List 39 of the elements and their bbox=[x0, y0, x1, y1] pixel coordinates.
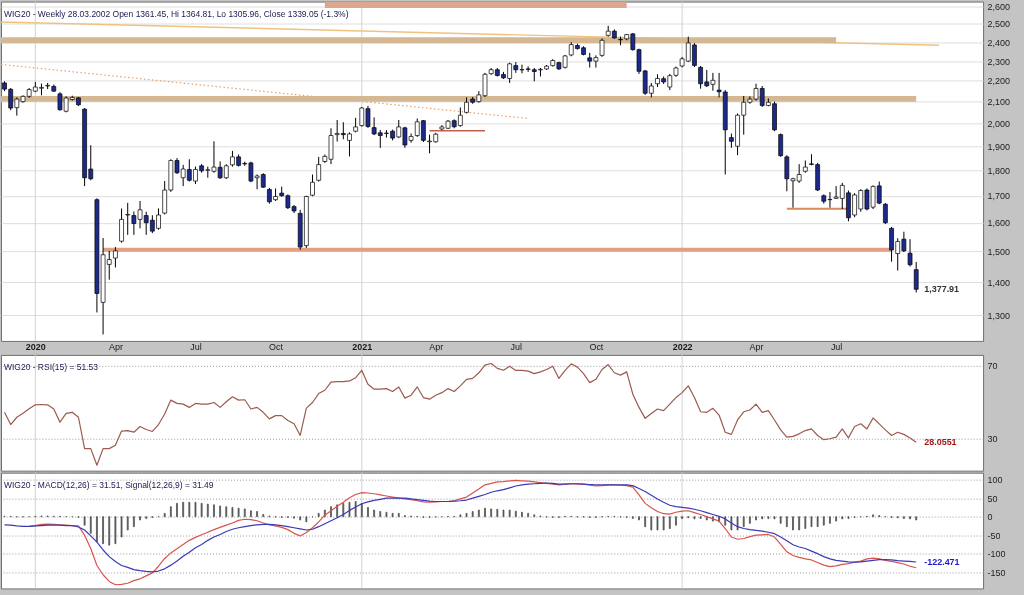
y-tick-label: 2,400 bbox=[987, 37, 1011, 48]
y-tick-label: -100 bbox=[987, 549, 1006, 560]
x-tick-label: Oct bbox=[589, 342, 604, 353]
text: WIG20 - MACD(12,26) = 31.51, Signal(12,26,9) = 31.49 bbox=[3, 479, 214, 490]
y-tick-label: 2,000 bbox=[987, 118, 1011, 129]
y-tick-label: 2,300 bbox=[987, 56, 1011, 67]
y-tick-label: 2,100 bbox=[987, 97, 1011, 108]
y-tick-label: 2,500 bbox=[987, 19, 1011, 30]
x-tick-label: Jul bbox=[190, 342, 202, 353]
y-tick-label: -50 bbox=[987, 530, 1001, 541]
x-tick-label: 2020 bbox=[25, 342, 46, 353]
y-tick-label: 2,200 bbox=[987, 76, 1011, 87]
annotation: 1,377.91 bbox=[924, 284, 960, 295]
y-tick-label: -150 bbox=[987, 567, 1006, 578]
y-tick-label: 1,800 bbox=[987, 165, 1011, 176]
x-tick-label: 2021 bbox=[352, 342, 373, 353]
annotation: 28.0551 bbox=[924, 437, 957, 448]
y-tick-label: 1,600 bbox=[987, 218, 1011, 229]
text: WIG20 - Weekly 28.03.2002 Open 1361.45, Hi 1364.81, Lo 1305.96, Close 1339.05 (-1.3%) bbox=[3, 8, 349, 19]
x-tick-label: 2022 bbox=[672, 342, 693, 353]
x-tick-label: Apr bbox=[108, 342, 123, 353]
x-tick-label: Apr bbox=[429, 342, 444, 353]
x-tick-label: Jul bbox=[510, 342, 523, 353]
y-tick-label: 1,700 bbox=[987, 191, 1011, 202]
y-tick-label: 1,300 bbox=[987, 310, 1011, 321]
text: WIG20 - RSI(15) = 51.53 bbox=[3, 361, 99, 372]
x-tick-label: Jul bbox=[830, 342, 843, 353]
y-tick-label: 50 bbox=[987, 493, 998, 504]
y-tick-label: 30 bbox=[987, 434, 998, 445]
y-tick-label: 0 bbox=[987, 512, 993, 523]
y-tick-label: 70 bbox=[987, 361, 998, 372]
x-tick-label: Oct bbox=[269, 342, 284, 353]
x-tick-label: Apr bbox=[749, 342, 764, 353]
y-tick-label: 100 bbox=[987, 475, 1003, 486]
annotation: -122.471 bbox=[924, 556, 960, 567]
y-tick-label: 1,500 bbox=[987, 246, 1011, 257]
y-tick-label: 2,600 bbox=[987, 2, 1011, 13]
y-tick-label: 1,900 bbox=[987, 141, 1011, 152]
y-tick-label: 1,400 bbox=[987, 277, 1011, 288]
